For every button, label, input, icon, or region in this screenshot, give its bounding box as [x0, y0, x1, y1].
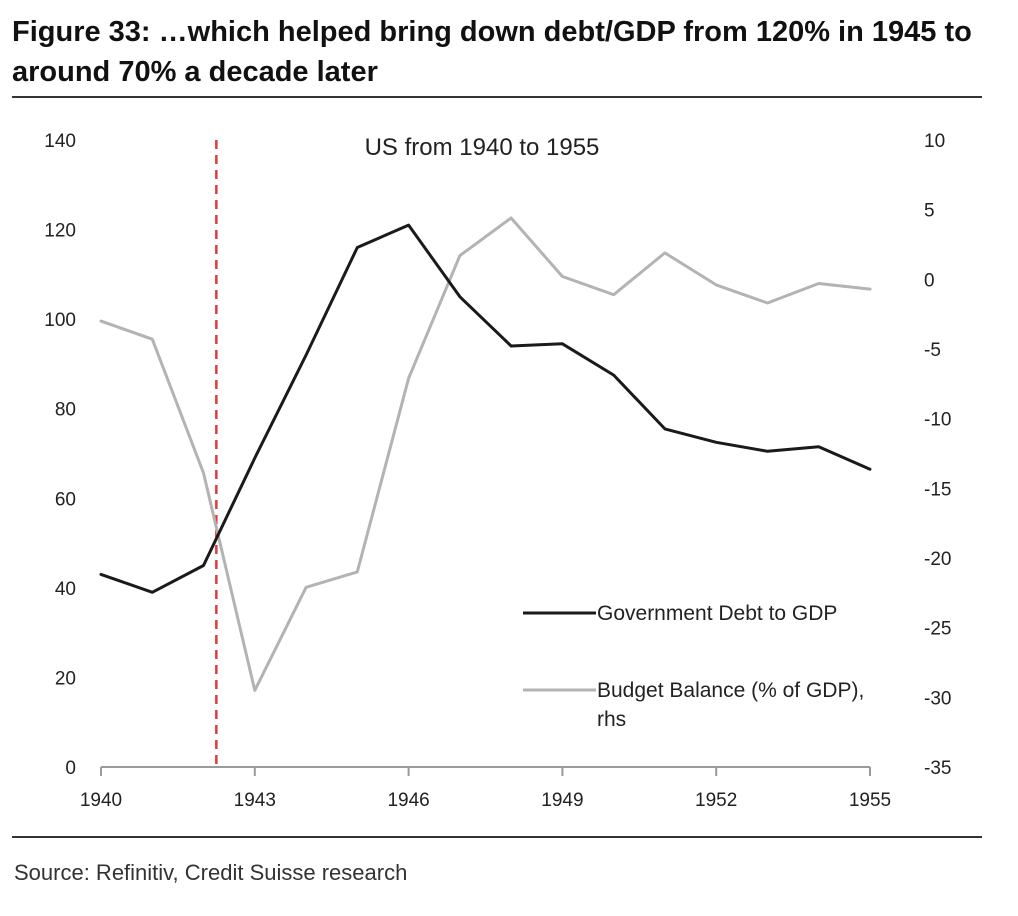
y-right-tick-label: -25 [924, 619, 951, 640]
x-tick-label: 1946 [387, 790, 429, 811]
y-left-tick-label: 140 [44, 131, 76, 152]
y-left-tick-label: 40 [55, 579, 76, 600]
y-right-tick-label: -20 [924, 549, 951, 570]
y-right-tick-label: 5 [924, 201, 935, 222]
y-left-tick-label: 80 [55, 400, 76, 421]
budget-balance-series-line [99, 216, 872, 692]
source-note: Source: Refinitiv, Credit Suisse researc… [14, 860, 408, 885]
x-tick-label: 1949 [541, 790, 583, 811]
y-right-tick-label: -35 [924, 758, 951, 779]
y-left-tick-label: 100 [44, 310, 76, 331]
x-tick-label: 1940 [80, 790, 122, 811]
source-divider [12, 836, 982, 838]
chart: US from 1940 to 1955 1940 1943 1946 1949 1952… [44, 131, 951, 811]
y-right-tick-label: -15 [924, 479, 951, 500]
figure-title: Figure 33: …which helped bring down debt… [12, 16, 972, 88]
y-left-tick-label: 120 [44, 221, 76, 242]
y-left-tick-label: 0 [65, 758, 76, 779]
legend-label-budget: Budget Balance (% of GDP), rhs [597, 679, 864, 731]
y-right-tick-label: -30 [924, 688, 951, 709]
x-tick-label: 1943 [234, 790, 276, 811]
x-tick-label: 1952 [695, 790, 737, 811]
debt-to-gdp-series-line [99, 223, 872, 594]
y-right-tick-label: -10 [924, 410, 951, 431]
chart-title: US from 1940 to 1955 [365, 134, 600, 161]
y-right-tick-label: -5 [924, 340, 941, 361]
y-right-tick-label: 0 [924, 270, 935, 291]
legend-label-debt: Government Debt to GDP [597, 602, 837, 625]
title-divider [12, 96, 982, 98]
y-right-tick-label: 10 [924, 131, 945, 152]
x-tick-label: 1955 [849, 790, 891, 811]
y-left-tick-label: 60 [55, 489, 76, 510]
y-left-tick-label: 20 [55, 668, 76, 689]
